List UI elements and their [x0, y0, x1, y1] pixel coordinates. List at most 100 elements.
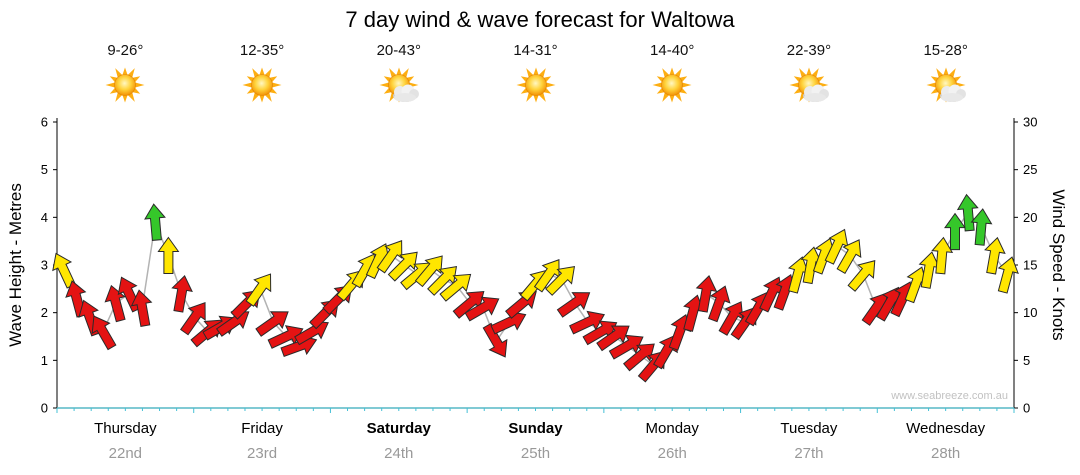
sun-cloud-icon — [789, 67, 829, 103]
sun-ray — [799, 68, 807, 78]
left-tick-label: 0 — [41, 401, 48, 416]
day-label: Thursday — [94, 420, 157, 437]
sun-ray — [525, 92, 533, 102]
sun-ray — [122, 67, 128, 75]
wind-arrow — [707, 285, 731, 323]
wind-arrow — [255, 311, 289, 337]
sun-icon — [105, 67, 145, 103]
watermark: www.seabreeze.com.au — [890, 390, 1008, 402]
wind-arrow — [997, 256, 1019, 294]
sun-ray — [675, 92, 683, 102]
sun-ray — [259, 95, 265, 103]
wind-arrow — [608, 334, 644, 360]
sun-ray — [105, 82, 116, 88]
sun-disc — [114, 74, 137, 96]
sun-ray — [538, 68, 546, 78]
sun-ray — [388, 68, 396, 78]
sun-ray — [252, 92, 260, 102]
sun-disc — [661, 74, 684, 96]
right-tick-label: 20 — [1023, 210, 1037, 225]
sun-ray — [682, 82, 692, 88]
cloud-icon — [392, 84, 419, 102]
sun-ray — [935, 68, 943, 78]
sun-ray — [252, 68, 260, 78]
date-label: 28th — [931, 445, 960, 462]
wind-arrow — [847, 260, 876, 292]
day-header-sunday: 14-31° — [466, 42, 606, 106]
wind-arrow — [944, 212, 966, 251]
wind-arrow — [569, 310, 605, 335]
sun-ray — [926, 82, 936, 88]
wind-arrow — [623, 343, 655, 372]
wind-arrow — [695, 275, 718, 313]
wind-arrow — [144, 203, 166, 241]
sun-cloud-icon — [926, 67, 966, 103]
wind-arrows — [52, 193, 1019, 383]
temperature-range: 22-39° — [786, 42, 832, 59]
temperature-range: 15-28° — [923, 42, 968, 59]
sun-ray — [272, 82, 282, 88]
sun-ray — [669, 95, 675, 103]
sun-ray — [652, 82, 663, 88]
right-tick-label: 10 — [1023, 305, 1037, 320]
wind-arrow — [464, 296, 500, 322]
sun-ray — [533, 67, 538, 75]
sun-ray — [128, 68, 136, 78]
temperature-range: 14-40° — [650, 42, 695, 59]
wind-arrow — [387, 251, 418, 282]
right-tick-label: 25 — [1023, 162, 1037, 177]
temperature-range: 12-35° — [239, 42, 285, 59]
wind-arrow — [157, 236, 180, 274]
sun-ray — [675, 68, 683, 78]
sun-ray — [806, 67, 812, 75]
sun-disc — [524, 74, 547, 96]
sun-cloud-icon — [379, 67, 419, 103]
left-tick-label: 5 — [41, 162, 48, 177]
day-header-saturday: 20-43° — [329, 42, 469, 106]
sun-ray — [948, 68, 956, 78]
wind-arrow — [931, 236, 954, 275]
left-tick-label: 4 — [41, 210, 48, 225]
date-label: 26th — [658, 445, 687, 462]
wind-arrow — [245, 273, 272, 307]
right-tick-label: 15 — [1023, 258, 1037, 273]
day-header-friday: 12-35° — [192, 42, 332, 106]
wind-arrow — [130, 289, 153, 327]
sun-ray — [135, 82, 145, 88]
day-header-monday: 14-40° — [602, 42, 742, 106]
sun-ray — [533, 95, 538, 103]
wind-arrow — [179, 301, 206, 336]
sun-ray — [259, 67, 265, 75]
sun-ray — [264, 92, 272, 102]
sun-ray — [115, 92, 123, 102]
wind-arrow — [482, 322, 508, 358]
temperature-range: 20-43° — [376, 42, 421, 59]
day-label: Tuesday — [780, 420, 837, 437]
wind-arrow — [414, 255, 443, 288]
chart-labels: Thursday 22nd Friday 23rd Saturday 24th Sunday… — [94, 390, 1008, 462]
day-header-tuesday: 22-39° — [739, 42, 879, 106]
wind-arrow — [970, 208, 993, 246]
day-label: Monday — [646, 420, 700, 437]
wind-arrow — [545, 265, 576, 296]
date-label: 24th — [384, 445, 413, 462]
sun-ray — [516, 82, 526, 88]
day-label: Wednesday — [906, 420, 985, 437]
right-tick-label: 0 — [1023, 401, 1030, 416]
sun-ray — [396, 67, 402, 75]
wind-arrow — [984, 236, 1006, 275]
wind-arrow — [836, 239, 862, 275]
right-tick-label: 30 — [1023, 115, 1037, 130]
day-label: Sunday — [508, 420, 563, 437]
day-label: Friday — [241, 420, 283, 437]
temperature-range: 9-26° — [107, 42, 144, 59]
wind-arrow — [439, 273, 472, 302]
left-tick-label: 6 — [41, 115, 48, 130]
left-tick-label: 2 — [41, 305, 48, 320]
sun-disc — [251, 74, 273, 96]
right-tick-label: 5 — [1023, 353, 1030, 368]
wind-arrow — [556, 292, 591, 318]
wind-arrow — [104, 284, 126, 323]
wind-arrow — [596, 325, 630, 352]
